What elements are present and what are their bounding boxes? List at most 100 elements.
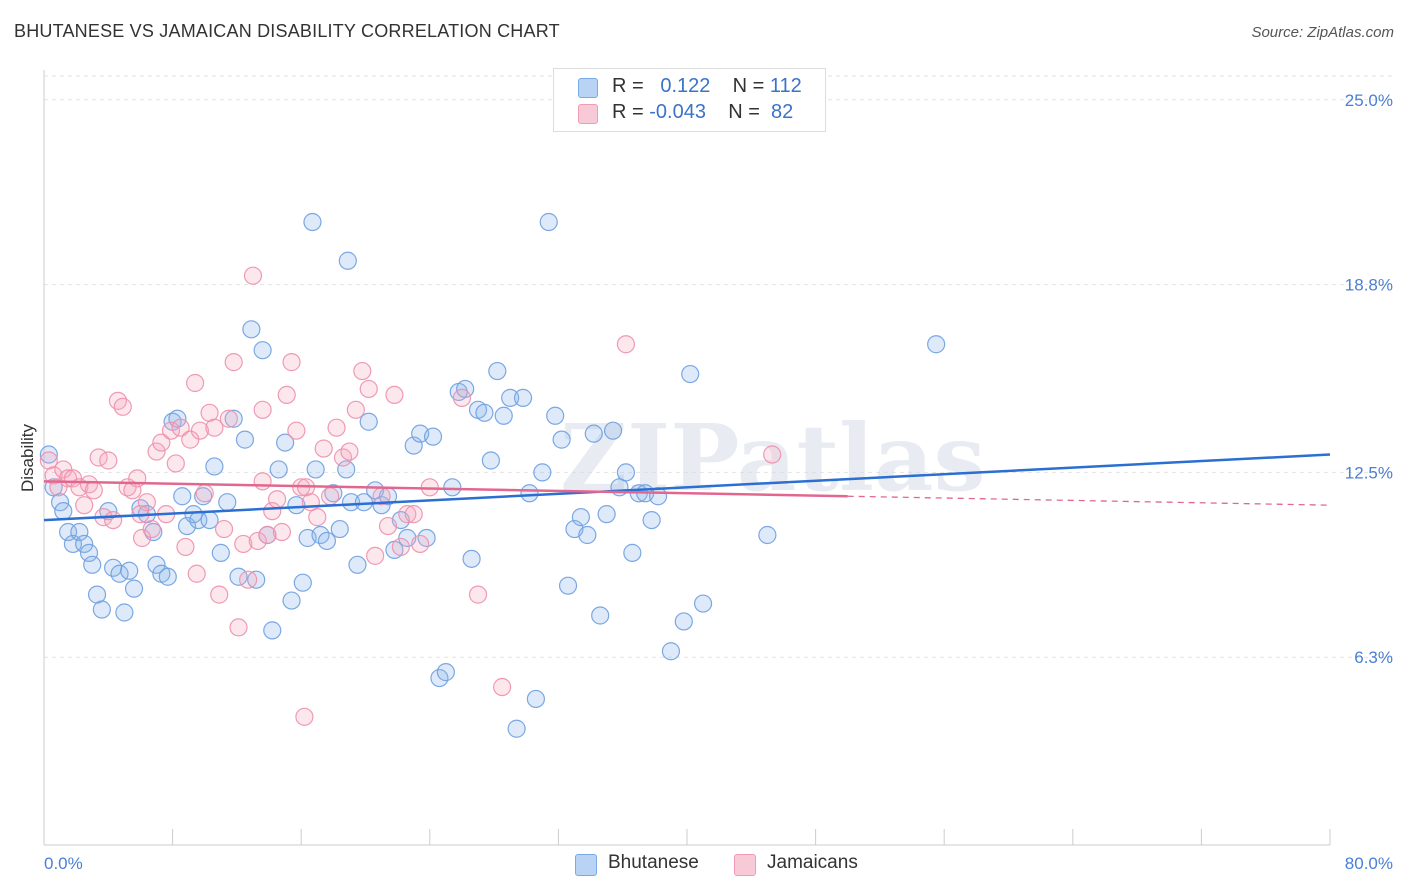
data-point [293,573,312,592]
y-tick-label: 12.5% [1345,463,1393,482]
data-point [507,719,526,738]
data-point [287,421,306,440]
legend-n-value: 82 [771,101,794,123]
data-point [287,496,306,515]
data-point [526,689,545,709]
data-point [282,353,301,372]
y-tick-label: 25.0% [1345,91,1393,110]
data-point [520,484,539,503]
data-point [54,502,73,521]
data-point [234,534,253,554]
data-point [104,510,123,530]
legend-swatch-bhutanese [578,78,598,98]
data-point [186,373,205,393]
data-point [108,391,128,410]
data-point [166,454,185,473]
data-point [337,460,356,479]
data-point [674,612,693,631]
data-point [330,519,349,539]
data-point [385,385,404,405]
data-point [187,564,206,583]
data-point [92,600,111,619]
data-point [120,561,139,580]
data-point [321,487,340,506]
data-point [124,579,144,598]
data-point [229,618,248,637]
data-point [341,493,361,512]
source-label: Source: ZipAtlas.com [1251,24,1394,41]
data-point [327,418,346,437]
data-point [267,490,287,509]
data-point [493,677,512,697]
data-point [616,335,636,354]
data-point [144,522,163,542]
data-point [359,412,378,431]
y-tick-label: 6.3% [1354,648,1393,667]
data-point [763,445,782,464]
data-point [552,430,571,449]
data-point [171,418,190,437]
data-point [147,555,166,574]
trend-lines [43,453,1331,522]
data-point [558,576,578,595]
data-point [239,570,258,589]
data-point [584,424,603,443]
data-point [75,534,94,554]
data-point [314,439,333,458]
legend-label-bhutanese: Bhutanese [608,852,699,873]
x-tick-label: 0.0% [44,854,83,873]
data-point [308,508,327,527]
data-point [253,341,272,360]
data-point [306,460,325,479]
data-point [39,445,58,464]
data-point [99,451,118,470]
series-bhutanese-points [39,212,946,738]
data-point [591,606,610,625]
data-point [681,364,700,384]
data-point [340,442,359,461]
data-point [214,519,234,539]
legend-n-value: 112 [769,75,802,97]
data-point [253,400,272,419]
data-point [113,397,132,416]
data-point [263,621,282,640]
data-point [142,519,161,539]
data-point [317,531,337,551]
data-point [269,460,288,479]
grid-lines [44,75,1395,658]
data-point [642,510,661,530]
data-point [481,451,500,470]
data-point [248,531,267,551]
data-point [546,406,565,425]
data-point [258,525,277,545]
data-point [79,543,99,562]
legend-n-label: N = [732,75,765,97]
data-point [359,379,378,399]
data-point [436,663,455,682]
data-point [210,585,229,604]
data-point [462,549,481,568]
data-point [353,361,372,381]
y-tick-labels: 6.3% 12.5% 18.8% 25.0% [1345,91,1393,667]
data-point [423,427,443,446]
data-point [303,212,322,232]
x-tick-label: 80.0% [1345,854,1393,873]
data-point [243,266,263,285]
data-point [205,457,224,476]
data-point [404,505,423,524]
data-point [194,487,213,506]
data-point [571,508,591,527]
trend-line-jamaicans-extension [847,495,1331,506]
legend-r-value: -0.043 [649,101,706,123]
legend-swatch-bhutanese [575,854,597,876]
data-point [338,251,357,270]
data-point [391,537,410,557]
data-point [115,603,134,622]
data-point [661,642,681,661]
legend-swatch-jamaicans [578,104,598,124]
data-point [152,433,171,452]
data-point [411,534,430,554]
legend-r-value: 0.122 [660,75,711,97]
data-point [475,403,494,422]
data-point [235,430,255,449]
